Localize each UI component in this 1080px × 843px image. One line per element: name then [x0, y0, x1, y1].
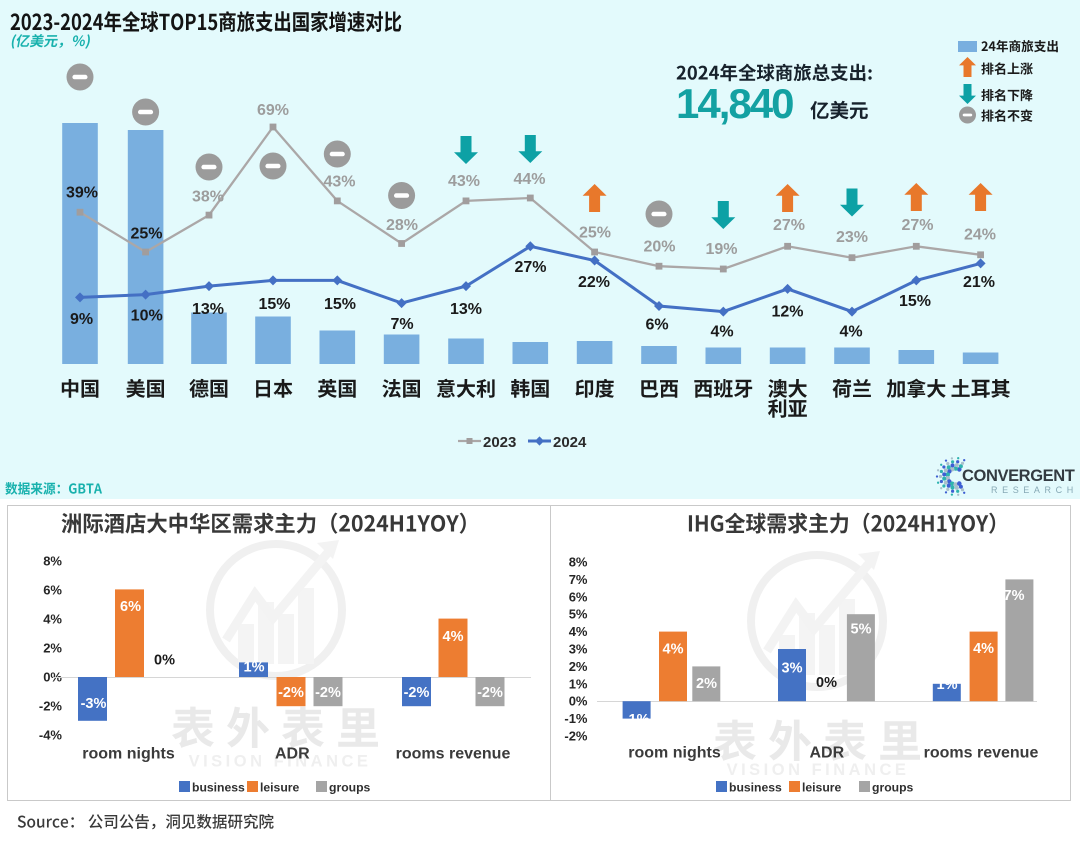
svg-text:4%: 4% — [663, 642, 684, 658]
svg-text:2%: 2% — [696, 676, 717, 692]
svg-text:6%: 6% — [645, 317, 668, 334]
svg-text:-1%: -1% — [564, 711, 588, 726]
svg-text:RESEARCH: RESEARCH — [991, 485, 1078, 495]
svg-text:6%: 6% — [120, 599, 141, 615]
svg-text:4%: 4% — [569, 624, 588, 639]
svg-text:business: business — [729, 781, 782, 795]
svg-text:-1%: -1% — [624, 712, 650, 728]
svg-text:6%: 6% — [569, 589, 588, 604]
svg-text:-2%: -2% — [278, 685, 304, 701]
svg-text:1%: 1% — [244, 660, 265, 676]
svg-text:27%: 27% — [901, 217, 933, 234]
svg-text:15%: 15% — [324, 296, 356, 313]
svg-text:2023: 2023 — [483, 434, 516, 451]
svg-text:0%: 0% — [43, 670, 62, 685]
svg-text:-2%: -2% — [315, 685, 341, 701]
svg-text:ADR: ADR — [809, 745, 844, 762]
svg-text:43%: 43% — [323, 174, 355, 191]
svg-text:25%: 25% — [130, 226, 162, 243]
svg-text:1%: 1% — [569, 676, 588, 691]
svg-text:10%: 10% — [131, 308, 163, 325]
svg-text:9%: 9% — [70, 311, 93, 328]
svg-text:6%: 6% — [43, 583, 62, 598]
svg-text:-4%: -4% — [39, 728, 63, 743]
svg-text:groups: groups — [872, 781, 914, 795]
svg-text:4%: 4% — [710, 324, 733, 341]
svg-text:rooms revenue: rooms revenue — [924, 745, 1039, 762]
svg-text:13%: 13% — [192, 301, 224, 318]
svg-text:-2%: -2% — [39, 699, 63, 714]
svg-text:7%: 7% — [390, 316, 413, 333]
svg-text:25%: 25% — [579, 225, 611, 242]
svg-text:-2%: -2% — [564, 729, 588, 744]
svg-text:-2%: -2% — [404, 685, 430, 701]
svg-text:CONVERGENT: CONVERGENT — [962, 467, 1075, 485]
svg-text:44%: 44% — [513, 171, 545, 188]
svg-text:leisure: leisure — [260, 781, 300, 795]
svg-text:ADR: ADR — [275, 746, 310, 763]
svg-text:5%: 5% — [851, 622, 872, 638]
svg-text:12%: 12% — [771, 304, 803, 321]
svg-text:7%: 7% — [1004, 588, 1025, 604]
svg-text:-2%: -2% — [477, 685, 503, 701]
svg-text:14,840: 14,840 — [676, 80, 793, 127]
svg-text:0%: 0% — [816, 675, 837, 691]
svg-text:3%: 3% — [569, 642, 588, 657]
svg-text:-3%: -3% — [81, 696, 107, 712]
svg-text:4%: 4% — [43, 612, 62, 627]
svg-text:8%: 8% — [43, 554, 62, 569]
svg-text:24%: 24% — [964, 227, 996, 244]
svg-text:20%: 20% — [643, 239, 675, 256]
svg-text:2024: 2024 — [553, 434, 587, 451]
svg-text:VISION FINANCE: VISION FINANCE — [727, 761, 910, 779]
svg-text:groups: groups — [329, 781, 371, 795]
svg-text:15%: 15% — [899, 293, 931, 310]
svg-text:business: business — [192, 781, 245, 795]
svg-text:leisure: leisure — [802, 781, 842, 795]
svg-text:3%: 3% — [782, 661, 803, 677]
svg-text:VISION FINANCE: VISION FINANCE — [189, 753, 372, 771]
svg-text:23%: 23% — [836, 229, 868, 246]
svg-text:0%: 0% — [569, 694, 588, 709]
svg-text:room nights: room nights — [82, 746, 175, 763]
svg-text:22%: 22% — [578, 274, 610, 291]
svg-text:0%: 0% — [154, 653, 175, 669]
svg-text:4%: 4% — [973, 641, 994, 657]
svg-text:4%: 4% — [839, 324, 862, 341]
svg-text:28%: 28% — [386, 217, 418, 234]
svg-text:27%: 27% — [514, 259, 546, 276]
svg-text:21%: 21% — [963, 274, 995, 291]
svg-text:39%: 39% — [66, 185, 98, 202]
svg-text:2%: 2% — [569, 659, 588, 674]
svg-text:43%: 43% — [448, 173, 480, 190]
svg-text:8%: 8% — [569, 555, 588, 570]
svg-text:7%: 7% — [569, 572, 588, 587]
svg-text:69%: 69% — [257, 102, 289, 119]
svg-text:38%: 38% — [192, 189, 224, 206]
svg-text:2%: 2% — [43, 641, 62, 656]
svg-text:1%: 1% — [937, 677, 958, 693]
svg-text:4%: 4% — [443, 629, 464, 645]
svg-text:rooms revenue: rooms revenue — [396, 746, 511, 763]
svg-text:5%: 5% — [569, 607, 588, 622]
svg-text:15%: 15% — [258, 296, 290, 313]
svg-text:27%: 27% — [773, 217, 805, 234]
svg-text:room nights: room nights — [628, 745, 721, 762]
svg-text:19%: 19% — [705, 241, 737, 258]
svg-text:13%: 13% — [450, 301, 482, 318]
